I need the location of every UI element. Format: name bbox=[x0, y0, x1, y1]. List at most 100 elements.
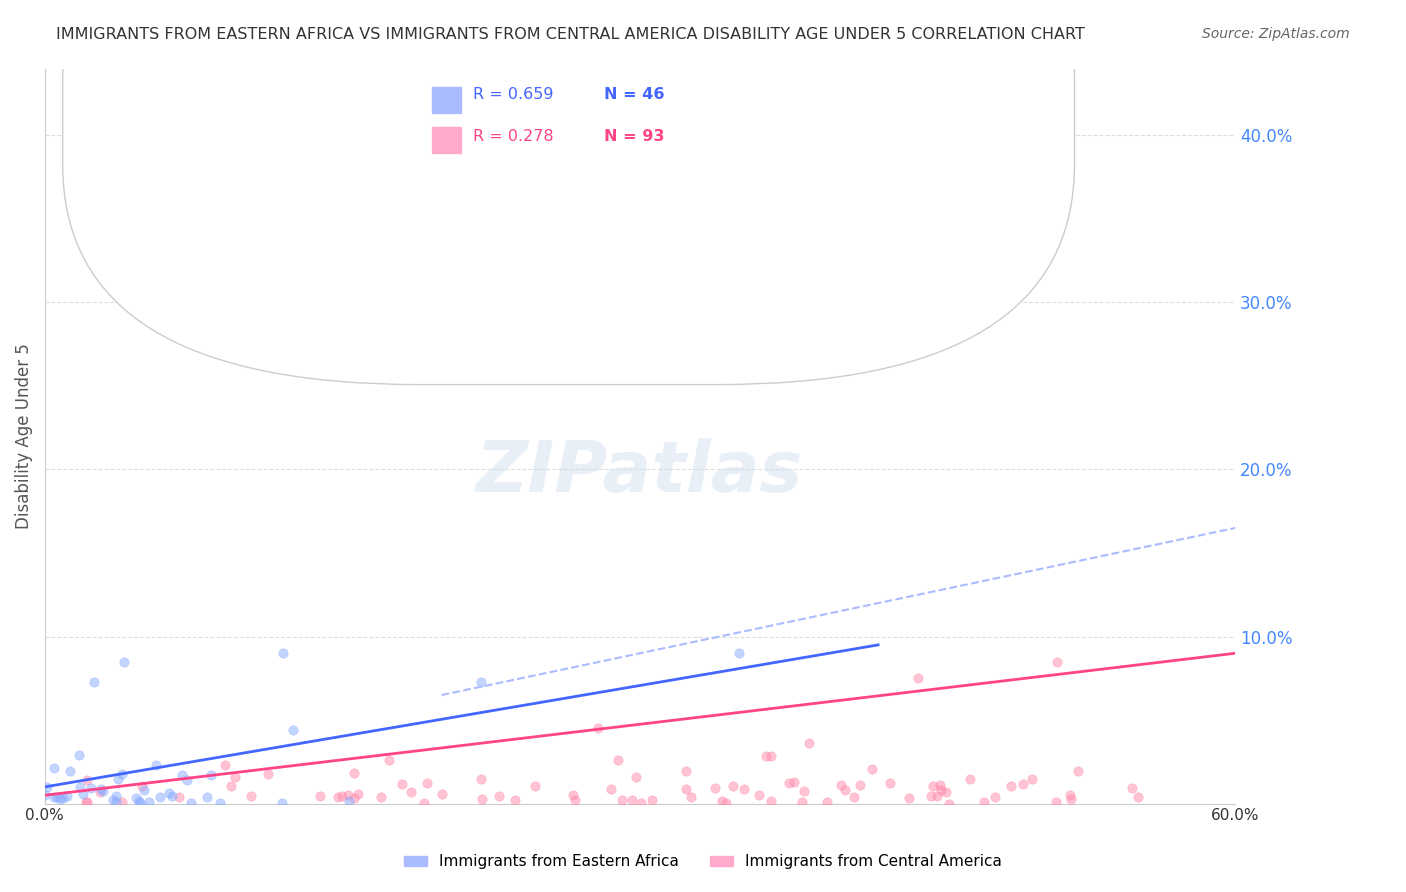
Point bbox=[1021, 772, 1043, 786]
Point bbox=[69, 780, 91, 794]
Point bbox=[224, 770, 246, 784]
Point bbox=[343, 790, 366, 805]
Point bbox=[167, 790, 190, 805]
Point bbox=[471, 792, 494, 806]
Point bbox=[761, 749, 783, 764]
Point bbox=[128, 794, 150, 808]
Point bbox=[907, 671, 929, 685]
Point bbox=[107, 772, 129, 786]
Point bbox=[755, 748, 778, 763]
Point bbox=[1059, 788, 1081, 802]
Point bbox=[470, 674, 492, 689]
Point bbox=[792, 783, 814, 797]
Point bbox=[370, 790, 392, 805]
Point bbox=[898, 790, 921, 805]
Point bbox=[699, 178, 721, 193]
Point bbox=[131, 779, 153, 793]
Point bbox=[52, 790, 75, 805]
Point bbox=[89, 785, 111, 799]
Point bbox=[973, 795, 995, 809]
Point bbox=[815, 795, 838, 809]
Point bbox=[1000, 780, 1022, 794]
Point bbox=[49, 791, 72, 805]
Point bbox=[271, 796, 294, 810]
Point bbox=[721, 779, 744, 793]
Point bbox=[35, 780, 58, 794]
Bar bbox=[432, 128, 461, 153]
Point bbox=[55, 789, 77, 804]
Point bbox=[111, 767, 134, 781]
Point bbox=[195, 789, 218, 804]
Point bbox=[138, 795, 160, 809]
Point bbox=[112, 655, 135, 669]
Point bbox=[959, 772, 981, 786]
Point bbox=[45, 789, 67, 804]
Point bbox=[416, 776, 439, 790]
Point bbox=[710, 794, 733, 808]
Text: N = 46: N = 46 bbox=[605, 87, 665, 102]
Point bbox=[105, 789, 128, 804]
Point bbox=[72, 787, 94, 801]
Point bbox=[523, 779, 546, 793]
Point bbox=[67, 748, 90, 763]
Point bbox=[703, 780, 725, 795]
Point bbox=[848, 779, 870, 793]
Point bbox=[412, 797, 434, 811]
Point bbox=[860, 762, 883, 776]
Point bbox=[76, 795, 98, 809]
Point bbox=[170, 768, 193, 782]
Point bbox=[219, 779, 242, 793]
Point bbox=[401, 785, 423, 799]
Point bbox=[125, 790, 148, 805]
Point bbox=[1045, 795, 1067, 809]
Point bbox=[105, 795, 128, 809]
Point bbox=[728, 646, 751, 660]
Point bbox=[681, 790, 703, 805]
Point bbox=[799, 736, 821, 750]
Point bbox=[488, 789, 510, 803]
Text: Source: ZipAtlas.com: Source: ZipAtlas.com bbox=[1202, 27, 1350, 41]
Point bbox=[1067, 764, 1090, 778]
Point bbox=[925, 789, 948, 804]
Point bbox=[420, 161, 443, 176]
Point bbox=[180, 796, 202, 810]
Point bbox=[600, 782, 623, 797]
Y-axis label: Disability Age Under 5: Disability Age Under 5 bbox=[15, 343, 32, 529]
Point bbox=[938, 797, 960, 811]
Point bbox=[733, 781, 755, 796]
Point bbox=[239, 789, 262, 804]
Text: R = 0.659: R = 0.659 bbox=[474, 87, 554, 102]
Point bbox=[326, 789, 349, 804]
Point bbox=[76, 773, 98, 788]
Point bbox=[378, 753, 401, 767]
Point bbox=[675, 781, 697, 796]
Text: R = 0.278: R = 0.278 bbox=[474, 128, 554, 144]
Point bbox=[330, 789, 353, 803]
Point bbox=[921, 779, 943, 793]
Point bbox=[782, 774, 804, 789]
Point bbox=[790, 795, 813, 809]
Point bbox=[160, 789, 183, 803]
Point bbox=[42, 761, 65, 775]
Point bbox=[935, 785, 957, 799]
Point bbox=[391, 777, 413, 791]
Point bbox=[834, 782, 856, 797]
Point bbox=[1126, 790, 1149, 805]
Point bbox=[91, 784, 114, 798]
Point bbox=[748, 788, 770, 802]
Legend: Immigrants from Eastern Africa, Immigrants from Central America: Immigrants from Eastern Africa, Immigran… bbox=[398, 848, 1008, 875]
Point bbox=[1012, 777, 1035, 791]
Point bbox=[257, 767, 280, 781]
Point bbox=[157, 787, 180, 801]
Point bbox=[928, 778, 950, 792]
Point bbox=[621, 793, 644, 807]
Point bbox=[564, 793, 586, 807]
Point bbox=[984, 790, 1007, 805]
Point bbox=[148, 790, 170, 805]
Point bbox=[271, 646, 294, 660]
Point bbox=[134, 783, 156, 797]
Point bbox=[624, 770, 647, 784]
Point bbox=[337, 789, 360, 803]
Point bbox=[1121, 781, 1143, 796]
Point bbox=[342, 766, 364, 780]
